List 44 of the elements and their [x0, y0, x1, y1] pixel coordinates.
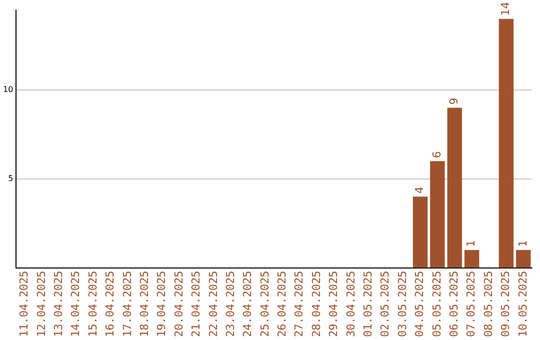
x-tick-label: 24.04.2025 [241, 270, 254, 338]
data-label: 1 [464, 240, 478, 247]
x-tick-label: 22.04.2025 [206, 270, 220, 338]
data-label: 14 [499, 2, 512, 16]
bar [516, 250, 531, 268]
x-tick-label: 04.05.2025 [413, 270, 426, 338]
x-tick-label: 27.04.2025 [292, 270, 306, 338]
x-tick-label: 09.05.2025 [499, 270, 512, 338]
x-tick-label: 14.04.2025 [69, 270, 82, 338]
data-label: 9 [447, 98, 460, 105]
bar [412, 196, 428, 268]
x-tick-label: 01.05.2025 [362, 270, 375, 338]
x-tick-label: 28.04.2025 [310, 270, 323, 338]
data-label: 1 [516, 240, 530, 247]
x-tick-label: 10.05.2025 [516, 270, 530, 338]
bar [464, 250, 480, 268]
bar [430, 161, 445, 268]
y-tick-label: 10 [2, 85, 14, 94]
x-tick-label: 18.04.2025 [138, 270, 151, 338]
data-label: 4 [413, 186, 426, 194]
x-tick-label: 21.04.2025 [190, 270, 203, 338]
bar [498, 18, 514, 268]
x-tick-label: 07.05.2025 [464, 270, 478, 338]
y-tick-label: 5 [8, 174, 14, 183]
x-tick-label: 03.05.2025 [396, 270, 409, 338]
x-tick-label: 26.04.2025 [276, 270, 289, 338]
x-tick-label: 17.04.2025 [120, 270, 134, 338]
x-tick-label: 02.05.2025 [378, 270, 392, 338]
x-tick-label: 13.04.2025 [52, 270, 66, 338]
x-tick-label: 15.04.2025 [86, 270, 100, 338]
x-tick-label: 23.04.2025 [224, 270, 237, 338]
x-tick-label: 29.04.2025 [327, 270, 340, 338]
x-tick-label: 19.04.2025 [155, 270, 168, 338]
x-tick-label: 06.05.2025 [447, 270, 460, 338]
x-tick-label: 30.04.2025 [344, 270, 358, 338]
x-tick-label: 25.04.2025 [258, 270, 272, 338]
x-tick-label: 11.04.2025 [18, 270, 31, 338]
x-tick-label: 12.04.2025 [34, 270, 48, 338]
x-tick-label: 16.04.2025 [104, 270, 117, 338]
x-tick-label: 08.05.2025 [482, 270, 495, 338]
bar [447, 108, 462, 268]
x-tick-label: 05.05.2025 [430, 270, 444, 338]
data-label: 6 [430, 151, 444, 158]
x-tick-label: 20.04.2025 [172, 270, 186, 338]
